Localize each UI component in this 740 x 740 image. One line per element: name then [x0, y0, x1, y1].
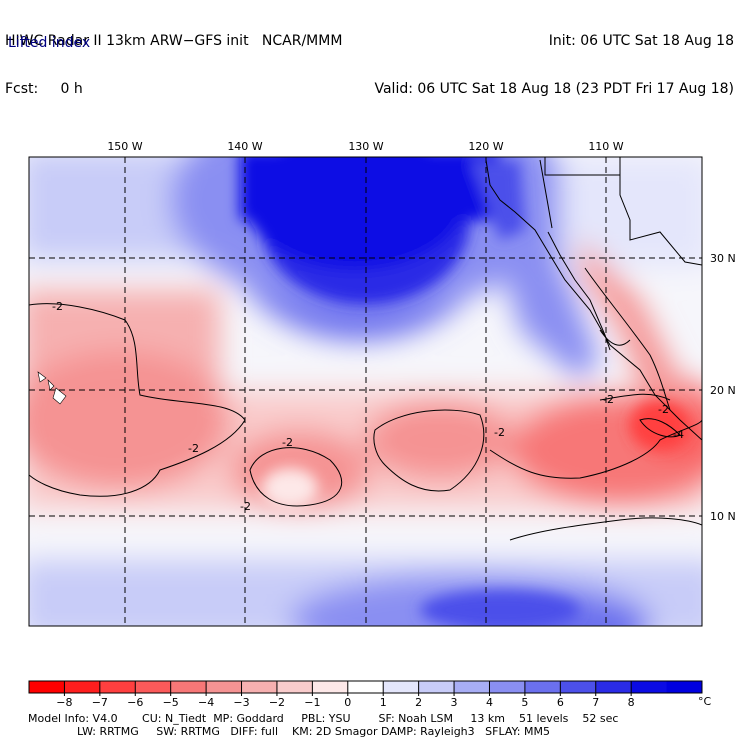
- header-right: Init: 06 UTC Sat 18 Aug 18 Valid: 06 UTC…: [374, 1, 734, 113]
- colorbar-swatch: [312, 681, 349, 693]
- colorbar-swatch: [489, 681, 526, 693]
- colorbar-swatch: [666, 681, 703, 693]
- colorbar-swatch: [99, 681, 136, 693]
- valid-time: Valid: 06 UTC Sat 18 Aug 18 (23 PDT Fri …: [374, 81, 734, 97]
- colorbar-tick-label: 6: [557, 696, 564, 709]
- colorbar-tick-label: 5: [521, 696, 528, 709]
- colorbar-tick-label: −6: [127, 696, 143, 709]
- colorbar-frame: [28, 680, 703, 694]
- lon-label: 120 W: [468, 140, 503, 153]
- colorbar-swatch: [595, 681, 632, 693]
- colorbar-swatch: [170, 681, 207, 693]
- colorbar-swatch: [241, 681, 278, 693]
- colorbar-tick-label: −1: [304, 696, 320, 709]
- colorbar-swatch: [276, 681, 313, 693]
- lon-label: 140 W: [227, 140, 262, 153]
- colorbar-swatch: [64, 681, 101, 693]
- lat-label: 20 N: [710, 384, 736, 397]
- lat-label: 30 N: [710, 252, 736, 265]
- contour-label: -2: [240, 500, 251, 513]
- lon-label: 130 W: [348, 140, 383, 153]
- forecast-hour: Fcst: 0 h: [5, 81, 83, 97]
- colorbar-swatch: [454, 681, 490, 693]
- colorbar-swatch: [524, 681, 561, 693]
- colorbar-swatch: [383, 681, 420, 693]
- colorbar-tick-label: −3: [233, 696, 249, 709]
- lat-label: 10 N: [710, 510, 736, 523]
- colorbar-swatch: [347, 681, 384, 693]
- lon-label: 150 W: [107, 140, 142, 153]
- model-info-line2: LW: RRTMG SW: RRTMG DIFF: full KM: 2D Sm…: [28, 725, 550, 738]
- init-time: Init: 06 UTC Sat 18 Aug 18: [548, 33, 734, 49]
- contour-label: -2: [603, 393, 614, 406]
- contour-label: -2: [282, 436, 293, 449]
- colorbar-swatch: [206, 681, 243, 693]
- colorbar-tick-label: −8: [56, 696, 72, 709]
- colorbar-swatch: [560, 681, 597, 693]
- colorbar-tick-label: 0: [344, 696, 351, 709]
- colorbar-tick-label: 2: [415, 696, 422, 709]
- colorbar-tick-label: −2: [269, 696, 285, 709]
- map-frame: [28, 156, 703, 627]
- contour-label: -2: [494, 426, 505, 439]
- colorbar-tick-label: 7: [592, 696, 599, 709]
- colorbar-swatch: [135, 681, 172, 693]
- colorbar-tick-label: −7: [92, 696, 108, 709]
- lon-label: 110 W: [588, 140, 623, 153]
- lifted-index-field: -2 -2 -2 -2 -2 -2 -2 -4: [29, 157, 702, 626]
- colorbar-swatch: [29, 681, 65, 693]
- colorbar-tick-label: 8: [628, 696, 635, 709]
- colorbar-tick-label: 1: [380, 696, 387, 709]
- colorbar-swatch: [418, 681, 455, 693]
- contour-label: -2: [52, 300, 63, 313]
- colorbar-tick-label: 3: [451, 696, 458, 709]
- model-info-line1: Model Info: V4.0 CU: N_Tiedt MP: Goddard…: [28, 712, 619, 725]
- model-title: HIWC Radar II 13km ARW−GFS init NCAR/MMM: [5, 33, 343, 49]
- colorbar-tick-label: 4: [486, 696, 493, 709]
- lat-lon-grid: [29, 157, 702, 626]
- contour-label: -4: [673, 428, 684, 441]
- contour-label: -2: [658, 403, 669, 416]
- colorbar-unit: °C: [698, 695, 712, 708]
- field-name: Lifted index: [8, 35, 91, 51]
- colorbar-swatch: [631, 681, 668, 693]
- colorbar-tick-label: −4: [198, 696, 214, 709]
- header-left: HIWC Radar II 13km ARW−GFS init NCAR/MMM…: [5, 1, 342, 113]
- colorbar: −8 −7 −6 −5 −4 −3 −2 −1 0 1 2 3 4 5 6 7 8: [28, 680, 703, 709]
- colorbar-tick-label: −5: [163, 696, 179, 709]
- contour-label: -2: [188, 442, 199, 455]
